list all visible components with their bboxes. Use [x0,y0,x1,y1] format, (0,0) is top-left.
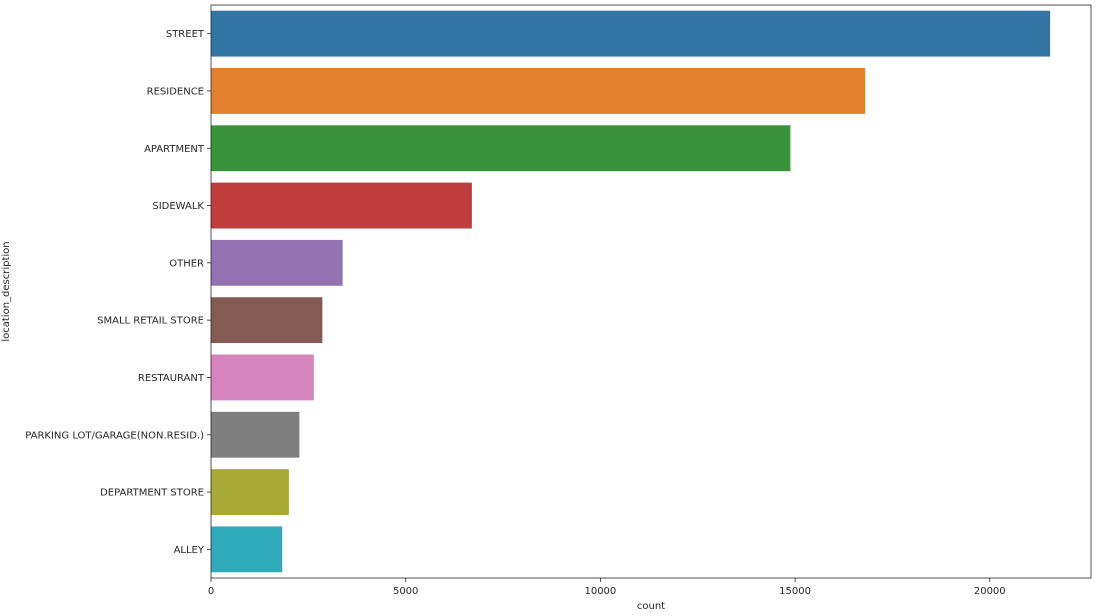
bar-other [211,239,343,286]
bar-street [211,10,1051,57]
y-tick-label: RESTAURANT [138,373,205,384]
y-tick-label: STREET [166,29,205,40]
y-tick-label: APARTMENT [144,144,205,155]
bar-residence [211,68,866,114]
y-tick-labels: STREET RESIDENCE APARTMENT SIDEWALK OTHER SMA… [25,29,211,556]
bar-sidewalk [211,182,472,229]
bar-restaurant [211,354,314,401]
x-ticks: 0 5000 10000 15000 20000 [208,578,1006,597]
bar-small-retail-store [211,297,323,344]
bar-alley [211,526,283,573]
bar-parking-lot-garage-non-resid [211,411,300,458]
y-tick-label: OTHER [169,258,204,269]
y-tick-label: PARKING LOT/GARAGE(NON.RESID.) [25,430,204,441]
y-tick-label: ALLEY [174,545,205,556]
y-tick-label: RESIDENCE [147,86,204,97]
y-axis-label: location_description [1,241,12,341]
y-tick-label: SMALL RETAIL STORE [97,316,204,327]
bar-apartment [211,125,791,172]
x-tick-label: 5000 [393,586,418,597]
x-axis-label: count [637,601,665,612]
y-tick-label: SIDEWALK [152,201,204,212]
x-tick-label: 15000 [779,586,811,597]
bars-group [211,10,1051,573]
x-tick-label: 0 [208,586,214,597]
bar-department-store [211,469,289,515]
x-tick-label: 20000 [974,586,1006,597]
x-tick-label: 10000 [584,586,616,597]
y-tick-label: DEPARTMENT STORE [100,488,204,499]
plot-frame [210,4,1092,579]
